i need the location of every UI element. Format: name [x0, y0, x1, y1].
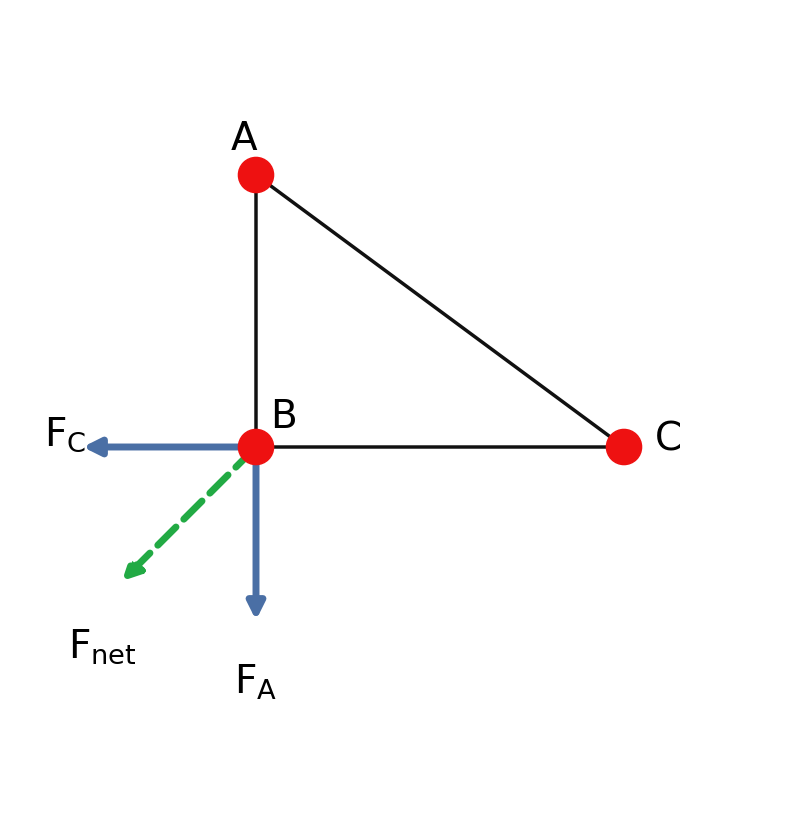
Text: A: A — [230, 120, 258, 158]
Text: $\mathregular{F_A}$: $\mathregular{F_A}$ — [234, 663, 278, 702]
Circle shape — [238, 429, 274, 465]
Text: $\mathregular{F_{net}}$: $\mathregular{F_{net}}$ — [68, 627, 137, 666]
Text: B: B — [270, 398, 298, 436]
Text: C: C — [654, 420, 682, 458]
Circle shape — [606, 429, 642, 465]
Text: $\mathregular{F_C}$: $\mathregular{F_C}$ — [44, 416, 86, 454]
Circle shape — [238, 158, 274, 193]
